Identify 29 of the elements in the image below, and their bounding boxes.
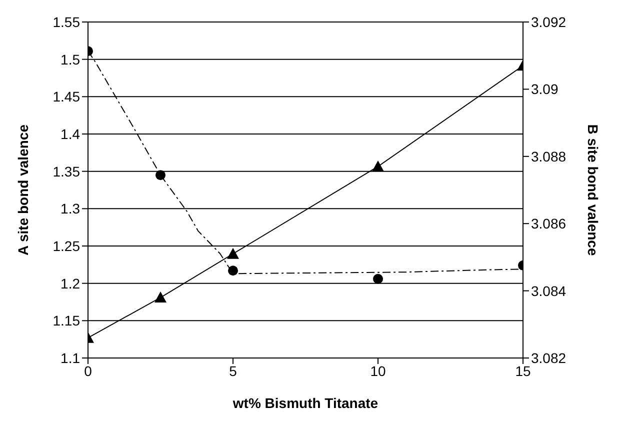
x-tick-label: 10 bbox=[370, 362, 386, 379]
y-tick-label: 1.4 bbox=[60, 126, 80, 142]
y2-tick-label: 3.088 bbox=[531, 148, 566, 164]
y-tick-label: 1.5 bbox=[60, 51, 80, 68]
x-tick-label: 15 bbox=[515, 362, 531, 379]
y2-tick-label: 3.084 bbox=[531, 282, 566, 299]
y-tick-label: 1.45 bbox=[52, 88, 80, 105]
x-tick-label: 0 bbox=[84, 362, 92, 379]
y-tick-label: 1.55 bbox=[52, 14, 80, 30]
y-tick-label: 1.2 bbox=[60, 275, 80, 292]
point bbox=[227, 248, 239, 259]
y-axis-title: A site bond valence bbox=[14, 124, 31, 256]
point bbox=[228, 266, 238, 276]
x-tick-label: 5 bbox=[229, 362, 238, 379]
point bbox=[156, 170, 166, 180]
y2-axis-title: B site bond valence bbox=[585, 124, 602, 256]
y2-tick-label: 3.082 bbox=[531, 350, 566, 366]
point bbox=[372, 160, 384, 172]
x-axis-title: wt% Bismuth Titanate bbox=[232, 395, 378, 411]
y2-tick-label: 3.09 bbox=[531, 81, 558, 98]
y2-tick-label: 3.092 bbox=[531, 14, 566, 30]
point bbox=[154, 292, 166, 303]
y-tick-label: 1.3 bbox=[60, 200, 80, 217]
y-tick-label: 1.15 bbox=[52, 312, 80, 329]
y2-tick-label: 3.086 bbox=[531, 216, 566, 232]
y-tick-label: 1.35 bbox=[52, 163, 80, 180]
y-tick-label: 1.1 bbox=[60, 350, 80, 366]
y-tick-label: 1.25 bbox=[52, 238, 80, 254]
point bbox=[373, 274, 383, 284]
